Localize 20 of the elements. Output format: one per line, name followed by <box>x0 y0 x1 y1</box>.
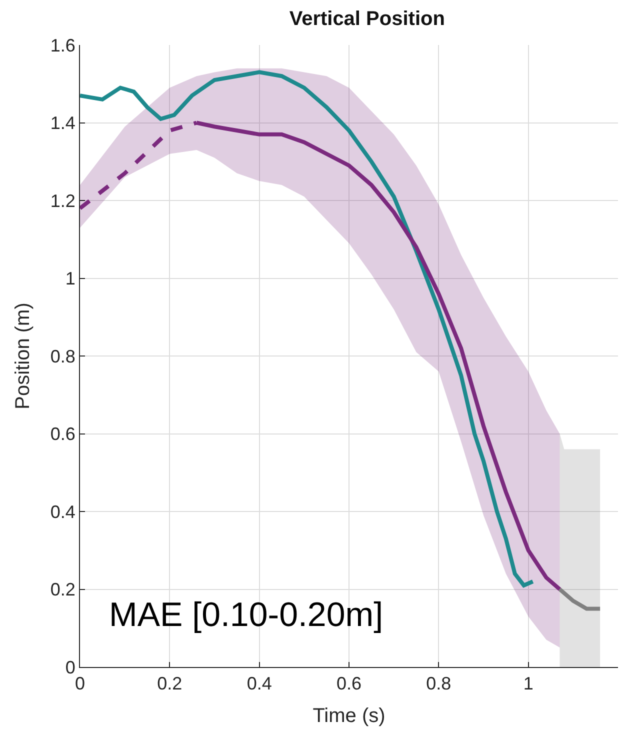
y-tick-label: 0.2 <box>50 580 76 600</box>
y-tick-label: 0.6 <box>50 424 76 444</box>
y-tick-label: 1.2 <box>50 190 76 211</box>
x-tick-label: 0.4 <box>246 674 272 694</box>
y-tick-label: 0.4 <box>50 502 76 522</box>
line-series <box>558 587 602 611</box>
x-tick-label: 1 <box>523 674 534 694</box>
x-tick-label: 0.2 <box>157 674 182 694</box>
x-tick-label: 0.6 <box>336 674 362 694</box>
y-tick-label: 0.8 <box>50 346 76 366</box>
y-tick-label: 1.6 <box>50 35 76 56</box>
y-tick-label: 1.4 <box>50 113 76 134</box>
y-tick-label: 0 <box>65 657 76 678</box>
x-axis-title: Time (s) <box>312 705 386 728</box>
chart-title: Vertical Position <box>289 8 445 30</box>
line-series <box>80 70 535 588</box>
annotation: MAE [0.10-0.20m] <box>109 596 384 634</box>
y-axis-title: Position (m) <box>12 302 34 410</box>
y-tick-label: 1 <box>65 268 76 289</box>
x-tick-label: 0.8 <box>426 674 452 694</box>
